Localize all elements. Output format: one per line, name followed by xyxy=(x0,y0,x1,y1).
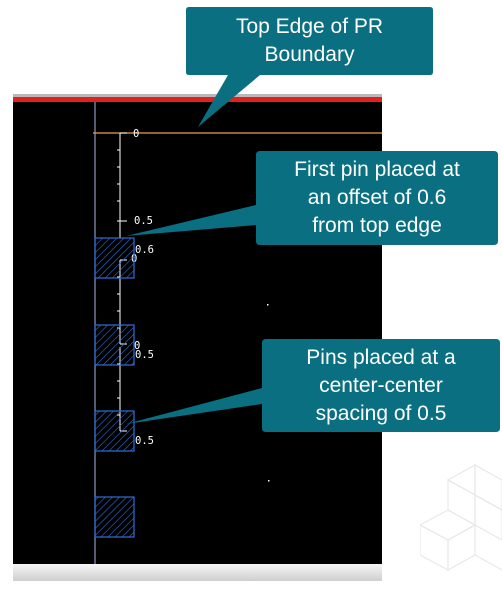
ruler1-start-label: 0 xyxy=(133,128,139,140)
callout-top-edge-shape xyxy=(186,7,433,127)
callout-pin-spacing: Pins placed at a center-center spacing o… xyxy=(262,339,500,432)
ruler1-end-label: 0.6 xyxy=(135,244,154,256)
callout-top-edge-line2: Boundary xyxy=(264,43,355,66)
callout-top-edge-line1: Top Edge of PR xyxy=(235,15,384,38)
pin-1 xyxy=(94,237,135,279)
ruler3-start-label: 0 xyxy=(134,340,140,352)
ruler3-end-label: 0.5 xyxy=(135,435,154,447)
callout-pin-spacing-line1: Pins placed at a xyxy=(306,345,456,369)
speck-1 xyxy=(267,304,269,306)
callout-first-pin-line2: an offset of 0.6 xyxy=(307,186,447,209)
pin-4 xyxy=(94,496,135,538)
callout-first-pin-shape xyxy=(126,151,498,245)
callout-first-pin-line3: from top edge xyxy=(312,214,442,237)
ruler2-end-label: 0.5 xyxy=(135,349,154,361)
callout-pin-spacing-line2: center-center xyxy=(319,373,443,397)
ruler1-mid-label: 0.5 xyxy=(134,215,153,227)
layout-drawing: 0 0.5 0.6 0 0.5 0 0.5 xyxy=(93,102,382,564)
view-bottom-bar xyxy=(13,564,382,581)
callout-pin-spacing-shape xyxy=(126,339,500,432)
pin-2 xyxy=(94,324,135,366)
speck-2 xyxy=(268,480,270,482)
callout-top-edge: Top Edge of PR Boundary xyxy=(186,7,433,75)
view-top-bar xyxy=(13,94,382,102)
pin-3 xyxy=(94,410,135,452)
callout-first-pin-line1: First pin placed at xyxy=(294,158,460,181)
callout-pin-spacing-line3: spacing of 0.5 xyxy=(315,401,447,425)
callout-first-pin: First pin placed at an offset of 0.6 fro… xyxy=(256,151,498,245)
decorative-cubes-graphic xyxy=(420,463,502,572)
